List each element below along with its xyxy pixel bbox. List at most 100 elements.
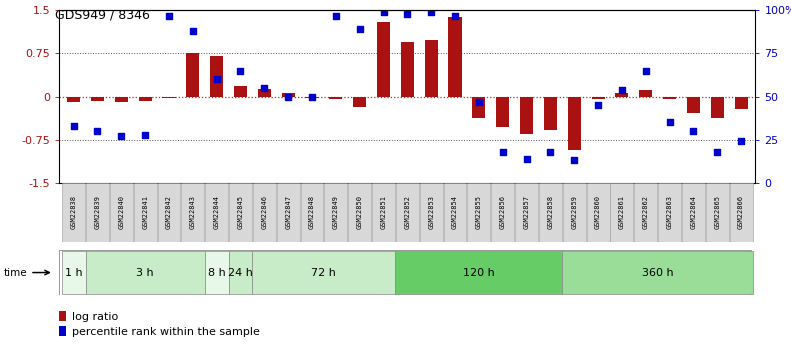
Text: GSM22861: GSM22861 (619, 195, 625, 229)
FancyBboxPatch shape (277, 183, 300, 242)
Bar (377, 22, 390, 97)
Point (592, 102, 604, 108)
Point (377, 9, 390, 15)
Bar (258, 89, 271, 97)
Text: time: time (4, 268, 28, 277)
Bar (210, 56, 223, 97)
Text: GSM22844: GSM22844 (214, 195, 220, 229)
Text: 1 h: 1 h (65, 268, 82, 277)
Bar (59, 310, 66, 321)
Point (330, 13, 343, 18)
Text: GSM22845: GSM22845 (237, 195, 244, 229)
Point (448, 13, 461, 18)
Text: GSM22843: GSM22843 (190, 195, 196, 229)
Bar (115, 97, 128, 102)
Text: 360 h: 360 h (642, 268, 673, 277)
Bar (520, 97, 533, 134)
Bar (138, 97, 152, 101)
Text: 3 h: 3 h (136, 268, 154, 277)
FancyBboxPatch shape (134, 183, 157, 242)
FancyBboxPatch shape (62, 251, 85, 294)
FancyBboxPatch shape (85, 251, 205, 294)
FancyBboxPatch shape (491, 183, 514, 242)
Text: GDS949 / 8346: GDS949 / 8346 (55, 9, 150, 22)
FancyBboxPatch shape (729, 183, 752, 242)
Bar (162, 97, 176, 98)
Text: log ratio: log ratio (73, 312, 119, 322)
FancyBboxPatch shape (682, 183, 705, 242)
FancyBboxPatch shape (348, 183, 371, 242)
Point (258, 85, 271, 91)
Text: GSM22851: GSM22851 (380, 195, 387, 229)
FancyBboxPatch shape (539, 183, 562, 242)
Text: GSM22840: GSM22840 (119, 195, 124, 229)
Bar (401, 42, 414, 97)
FancyBboxPatch shape (157, 183, 180, 242)
Text: GSM22864: GSM22864 (691, 195, 696, 229)
Bar (663, 97, 676, 99)
FancyBboxPatch shape (205, 183, 228, 242)
FancyBboxPatch shape (205, 251, 229, 294)
Bar (186, 53, 199, 97)
Point (615, 87, 628, 92)
Point (425, 9, 437, 15)
Bar (687, 97, 700, 113)
FancyBboxPatch shape (396, 251, 562, 294)
Text: GSM22859: GSM22859 (571, 195, 577, 229)
FancyBboxPatch shape (706, 183, 729, 242)
FancyBboxPatch shape (467, 183, 490, 242)
Text: GSM22847: GSM22847 (286, 195, 291, 229)
Text: GSM22860: GSM22860 (595, 195, 601, 229)
Bar (496, 97, 509, 127)
Point (234, 68, 247, 73)
Bar (305, 97, 319, 98)
Text: GSM22858: GSM22858 (547, 195, 554, 229)
Point (115, 134, 127, 139)
Point (472, 99, 485, 105)
Bar (282, 93, 295, 97)
FancyBboxPatch shape (110, 183, 133, 242)
Bar (735, 97, 747, 109)
Bar (568, 97, 581, 149)
Point (735, 139, 747, 144)
Bar (710, 97, 724, 118)
Point (67, 123, 80, 129)
Text: GSM22866: GSM22866 (738, 195, 744, 229)
Text: GSM22865: GSM22865 (714, 195, 721, 229)
Text: GSM22849: GSM22849 (333, 195, 339, 229)
Point (401, 11, 414, 17)
FancyBboxPatch shape (59, 250, 751, 295)
Bar (234, 86, 247, 97)
Point (544, 149, 557, 155)
Text: GSM22862: GSM22862 (643, 195, 649, 229)
Bar (67, 97, 80, 102)
Point (282, 94, 294, 99)
Bar (472, 97, 486, 118)
Bar (59, 326, 66, 336)
Text: 8 h: 8 h (208, 268, 225, 277)
Point (138, 132, 151, 137)
FancyBboxPatch shape (181, 183, 204, 242)
Text: GSM22838: GSM22838 (70, 195, 77, 229)
Text: GSM22863: GSM22863 (667, 195, 672, 229)
Bar (425, 40, 437, 97)
Point (687, 128, 700, 134)
FancyBboxPatch shape (634, 183, 657, 242)
Bar (592, 97, 604, 99)
Point (568, 158, 581, 163)
Bar (544, 97, 557, 130)
Text: percentile rank within the sample: percentile rank within the sample (73, 327, 260, 337)
Text: GSM22842: GSM22842 (166, 195, 172, 229)
Point (354, 27, 366, 32)
Text: GSM22857: GSM22857 (524, 195, 529, 229)
FancyBboxPatch shape (515, 183, 538, 242)
Point (497, 149, 509, 155)
FancyBboxPatch shape (587, 183, 610, 242)
Text: GSM22856: GSM22856 (500, 195, 505, 229)
FancyBboxPatch shape (658, 183, 681, 242)
Point (520, 156, 533, 161)
Point (664, 120, 676, 125)
FancyBboxPatch shape (444, 183, 467, 242)
FancyBboxPatch shape (229, 251, 252, 294)
Point (163, 13, 176, 18)
